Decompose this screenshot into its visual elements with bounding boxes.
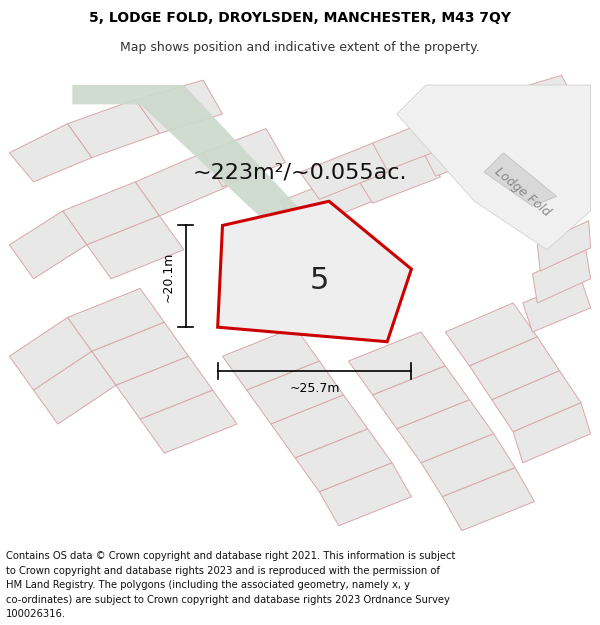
Polygon shape (10, 211, 87, 279)
Polygon shape (373, 366, 470, 429)
Polygon shape (421, 126, 502, 176)
Polygon shape (136, 152, 227, 216)
Polygon shape (67, 289, 164, 351)
Text: Lodge Fold: Lodge Fold (493, 164, 553, 219)
Polygon shape (281, 172, 373, 230)
Polygon shape (349, 332, 445, 395)
Polygon shape (421, 434, 515, 497)
Polygon shape (470, 337, 560, 400)
Polygon shape (538, 221, 590, 271)
Polygon shape (484, 104, 562, 152)
Text: 100026316.: 100026316. (6, 609, 66, 619)
Text: 5, LODGE FOLD, DROYLSDEN, MANCHESTER, M43 7QY: 5, LODGE FOLD, DROYLSDEN, MANCHESTER, M4… (89, 11, 511, 26)
Polygon shape (397, 400, 494, 462)
Text: ~25.7m: ~25.7m (289, 382, 340, 395)
Polygon shape (492, 371, 581, 432)
Polygon shape (10, 124, 92, 182)
Polygon shape (10, 66, 590, 550)
Polygon shape (300, 143, 392, 199)
Polygon shape (319, 462, 412, 526)
Polygon shape (523, 279, 590, 332)
Polygon shape (484, 152, 557, 206)
Polygon shape (271, 395, 368, 458)
Polygon shape (533, 249, 590, 303)
Polygon shape (247, 361, 344, 424)
Polygon shape (203, 129, 286, 187)
Polygon shape (373, 116, 457, 170)
Polygon shape (87, 216, 184, 279)
Polygon shape (136, 80, 223, 133)
Polygon shape (503, 75, 575, 124)
Text: ~20.1m: ~20.1m (162, 251, 175, 301)
Polygon shape (67, 99, 160, 158)
Polygon shape (353, 148, 440, 203)
Text: HM Land Registry. The polygons (including the associated geometry, namely x, y: HM Land Registry. The polygons (includin… (6, 580, 410, 590)
Text: co-ordinates) are subject to Crown copyright and database rights 2023 Ordnance S: co-ordinates) are subject to Crown copyr… (6, 594, 450, 604)
Polygon shape (73, 85, 329, 249)
Polygon shape (10, 318, 92, 390)
Polygon shape (62, 182, 160, 245)
Polygon shape (34, 351, 116, 424)
Polygon shape (547, 87, 590, 131)
Text: Contains OS data © Crown copyright and database right 2021. This information is : Contains OS data © Crown copyright and d… (6, 551, 455, 561)
Text: Map shows position and indicative extent of the property.: Map shows position and indicative extent… (120, 41, 480, 54)
Text: 5: 5 (310, 266, 329, 295)
Polygon shape (116, 356, 213, 419)
Polygon shape (218, 201, 412, 342)
Text: to Crown copyright and database rights 2023 and is reproduced with the permissio: to Crown copyright and database rights 2… (6, 566, 440, 576)
Polygon shape (513, 402, 590, 462)
Polygon shape (442, 468, 535, 531)
Polygon shape (445, 303, 538, 366)
Text: ~223m²/~0.055ac.: ~223m²/~0.055ac. (193, 162, 407, 182)
Polygon shape (397, 85, 590, 249)
Polygon shape (223, 328, 319, 390)
Polygon shape (295, 429, 392, 492)
Polygon shape (440, 92, 519, 143)
Polygon shape (140, 390, 237, 453)
Polygon shape (92, 322, 188, 385)
